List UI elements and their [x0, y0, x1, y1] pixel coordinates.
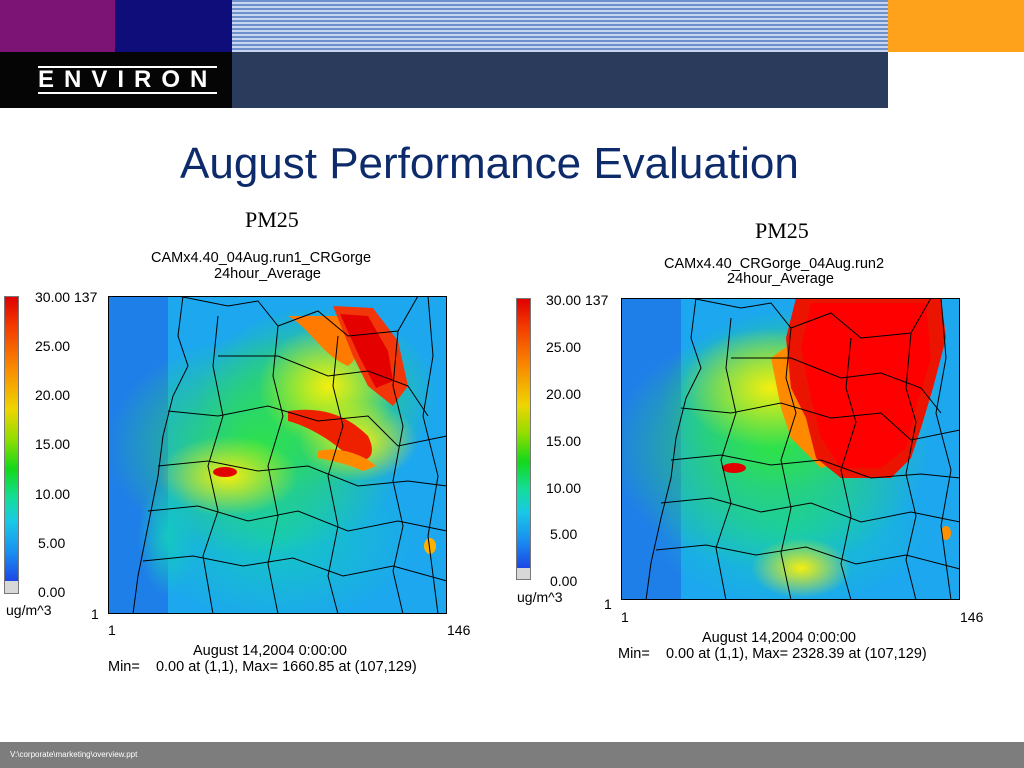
- right-y-min: 1: [604, 596, 612, 612]
- footer-bar: [0, 742, 1024, 768]
- left-run-name: CAMx4.40_04Aug.run1_CRGorge: [151, 250, 372, 266]
- left-averaging: 24hour_Average: [214, 266, 321, 282]
- right-units: ug/m^3: [517, 589, 563, 605]
- right-scale-tick: 15.00: [546, 433, 582, 449]
- right-x-min: 1: [621, 609, 629, 625]
- environ-logo: ENVIRON: [38, 66, 218, 94]
- right-color-scale: [516, 298, 531, 580]
- header-navy-block: [115, 0, 232, 52]
- left-scale-tick: 30.00: [35, 289, 71, 305]
- header-purple-block: [0, 0, 115, 52]
- left-y-min: 1: [91, 606, 99, 622]
- left-date: August 14,2004 0:00:00: [193, 643, 347, 659]
- right-species-title: PM25: [755, 218, 809, 243]
- right-scale-tick: 30.00: [546, 292, 582, 308]
- right-scale-tick: 5.00: [550, 526, 578, 542]
- left-color-scale: [4, 296, 19, 594]
- right-scale-tick: 0.00: [550, 573, 578, 589]
- logo-bar: [0, 52, 232, 108]
- left-scale-tick: 15.00: [35, 436, 71, 452]
- slide-title: August Performance Evaluation: [180, 139, 799, 188]
- right-scale-tick: 25.00: [546, 339, 582, 355]
- left-scale-tick: 10.00: [35, 486, 71, 502]
- left-scale-tick: 25.00: [35, 338, 71, 354]
- right-date: August 14,2004 0:00:00: [702, 630, 856, 646]
- left-y-max: 137: [74, 289, 98, 305]
- left-stats: Min= 0.00 at (1,1), Max= 1660.85 at (107…: [108, 659, 417, 675]
- left-scale-tick: 20.00: [35, 387, 71, 403]
- header-slate-bar: [232, 52, 888, 108]
- right-stats: Min= 0.00 at (1,1), Max= 2328.39 at (107…: [618, 646, 927, 662]
- left-concentration-map: [108, 296, 447, 614]
- header-stripe-band: [232, 0, 888, 52]
- left-scale-tick: 0.00: [38, 584, 66, 600]
- right-run-name: CAMx4.40_CRGorge_04Aug.run2: [664, 256, 885, 272]
- left-x-max: 146: [447, 622, 471, 638]
- right-concentration-map: [621, 298, 960, 600]
- right-averaging: 24hour_Average: [727, 271, 834, 287]
- left-scale-tick: 5.00: [38, 535, 66, 551]
- left-species-title: PM25: [245, 207, 299, 232]
- right-scale-tick: 10.00: [546, 480, 582, 496]
- right-x-max: 146: [960, 609, 984, 625]
- header-orange-block: [888, 0, 1024, 52]
- right-y-max: 137: [585, 292, 609, 308]
- right-scale-tick: 20.00: [546, 386, 582, 402]
- footer-file-path: V:\corporate\marketing\overview.ppt: [10, 750, 138, 759]
- left-units: ug/m^3: [6, 602, 52, 618]
- left-x-min: 1: [108, 622, 116, 638]
